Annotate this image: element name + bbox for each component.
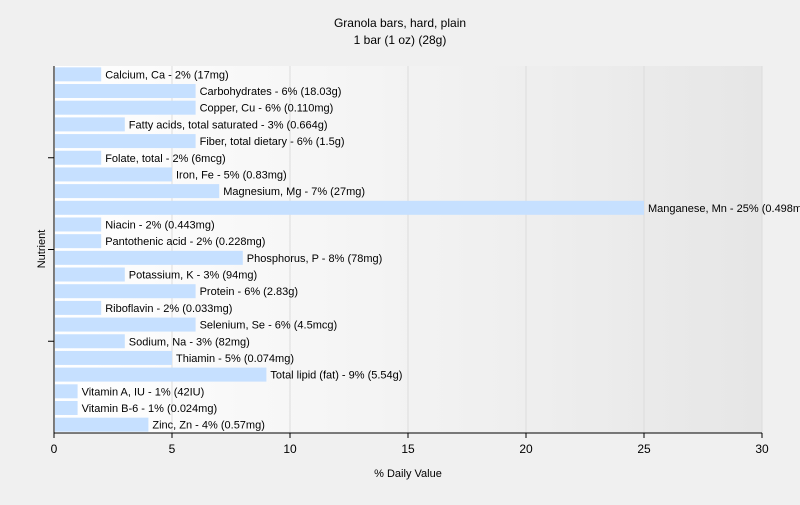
bar-label: Folate, total - 2% (6mcg) [105,153,225,165]
bar [55,84,196,99]
bar [55,300,102,315]
y-axis-label: Nutrient [36,230,48,269]
bar [55,384,78,399]
grid-lines [171,66,763,433]
x-tick-label: 25 [637,442,651,456]
bar-label: Copper, Cu - 6% (0.110mg) [200,103,334,115]
bar-label: Pantothenic acid - 2% (0.228mg) [105,236,265,248]
bar-label: Fiber, total dietary - 6% (1.5g) [200,136,345,148]
bar-label: Riboflavin - 2% (0.033mg) [105,303,232,315]
bar [55,350,172,365]
bar-label: Vitamin B-6 - 1% (0.024mg) [82,403,218,415]
bar-label: Niacin - 2% (0.443mg) [105,219,214,231]
bar-label: Iron, Fe - 5% (0.83mg) [176,169,287,181]
bar [55,200,644,215]
bar-label: Magnesium, Mg - 7% (27mg) [223,186,365,198]
bar [55,150,102,165]
bar [55,334,125,349]
chart-subtitle: 1 bar (1 oz) (28g) [354,33,447,47]
bar [55,134,196,149]
bar-label: Phosphorus, P - 8% (78mg) [247,253,383,265]
bar [55,234,102,249]
x-axis-label: % Daily Value [374,468,442,480]
x-tick-label: 15 [401,442,415,456]
x-tick-label: 30 [755,442,769,456]
bar [55,367,267,382]
bar-label: Protein - 6% (2.83g) [200,286,298,298]
bar [55,117,125,132]
bar-label: Total lipid (fat) - 9% (5.54g) [270,370,402,382]
bar-label: Selenium, Se - 6% (4.5mcg) [200,320,338,332]
bar [55,67,102,82]
x-tick-label: 10 [283,442,297,456]
bar [55,167,172,182]
y-axis-ticks [48,157,54,342]
bar-label: Fatty acids, total saturated - 3% (0.664… [129,119,328,131]
bar [55,267,125,282]
bar-label: Carbohydrates - 6% (18.03g) [200,86,342,98]
bar [55,184,220,199]
x-tick-label: 5 [169,442,176,456]
bar-label: Calcium, Ca - 2% (17mg) [105,69,228,81]
x-axis-ticks: 0 5 10 15 20 25 30 [51,433,769,456]
x-tick-label: 0 [51,442,58,456]
bar-label: Sodium, Na - 3% (82mg) [129,336,250,348]
bar [55,100,196,115]
bar [55,250,243,265]
bar [55,417,149,432]
bars: Calcium, Ca - 2% (17mg) Carbohydrates - 6… [55,67,800,432]
bar [55,284,196,299]
x-tick-label: 20 [519,442,533,456]
bar-label: Thiamin - 5% (0.074mg) [176,353,294,365]
bar [55,400,78,415]
bar-label: Vitamin A, IU - 1% (42IU) [82,386,205,398]
bar-label: Potassium, K - 3% (94mg) [129,270,257,282]
chart-title: Granola bars, hard, plain [334,16,466,30]
bar [55,317,196,332]
bar-label: Zinc, Zn - 4% (0.57mg) [152,420,264,432]
bar-label: Manganese, Mn - 25% (0.498mg) [648,203,800,215]
bar [55,217,102,232]
